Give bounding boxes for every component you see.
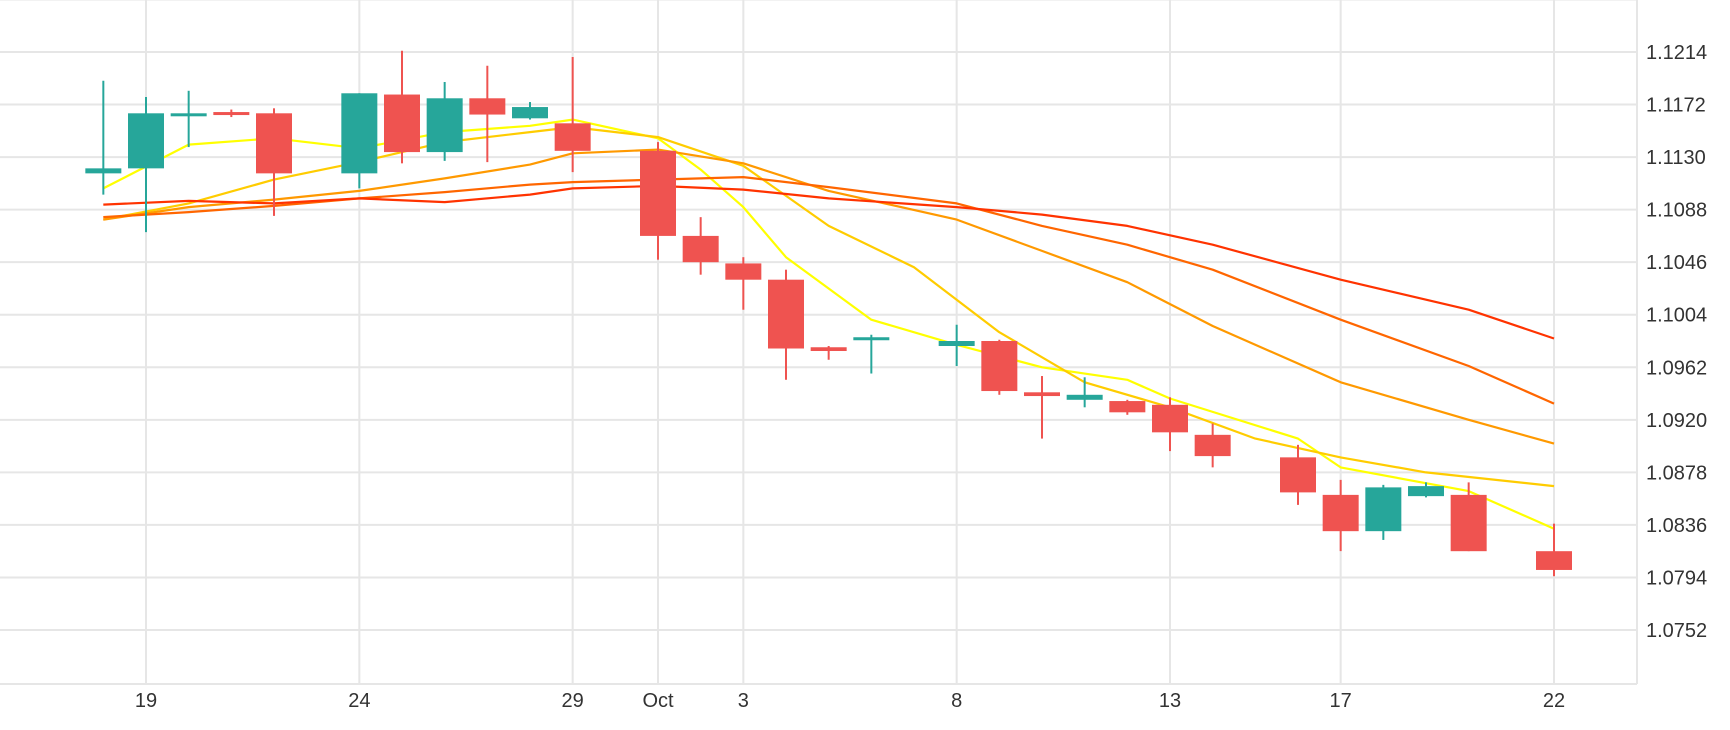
candle-body xyxy=(1109,401,1146,413)
candle-down xyxy=(640,142,676,260)
candle-body xyxy=(938,341,975,347)
candle-down xyxy=(554,57,591,173)
y-tick-label: 1.1088 xyxy=(1646,200,1707,222)
candle-body xyxy=(981,341,1018,392)
candle-down xyxy=(1536,523,1572,577)
candle-body xyxy=(1450,494,1487,552)
candle-body xyxy=(1365,487,1402,532)
candle-down xyxy=(256,108,292,216)
x-tick-label: 22 xyxy=(1543,690,1565,712)
candle-body xyxy=(725,263,762,280)
x-tick-label: 24 xyxy=(348,690,370,712)
candle-body xyxy=(384,94,420,153)
candle-down xyxy=(682,217,719,275)
candle-body xyxy=(768,279,804,349)
candle-layer xyxy=(85,50,1572,577)
y-tick-label: 1.0962 xyxy=(1646,357,1707,379)
candle-down xyxy=(768,269,804,380)
y-tick-label: 1.1046 xyxy=(1646,252,1707,274)
moving-average-line xyxy=(103,148,1555,445)
candle-body xyxy=(85,168,122,174)
y-tick-label: 1.0836 xyxy=(1646,515,1707,537)
x-tick-label: 19 xyxy=(135,690,157,712)
x-tick-label: 3 xyxy=(738,690,749,712)
candle-body xyxy=(682,235,719,263)
moving-average-line xyxy=(103,176,1555,405)
candle-body xyxy=(469,98,506,115)
candle-body xyxy=(1024,392,1060,397)
candle-up xyxy=(1408,482,1444,498)
y-tick-label: 1.0878 xyxy=(1646,462,1707,484)
moving-average-line xyxy=(102,118,1555,530)
candle-body xyxy=(853,337,890,341)
candle-body xyxy=(810,347,847,352)
y-tick-label: 1.0794 xyxy=(1646,567,1707,589)
candle-down xyxy=(981,339,1018,395)
candle-up xyxy=(512,102,548,120)
candle-up xyxy=(426,82,463,161)
candle-up xyxy=(85,80,122,195)
moving-average-line xyxy=(103,126,1555,488)
x-tick-label: 29 xyxy=(562,690,584,712)
candle-down xyxy=(1109,399,1146,415)
candle-body xyxy=(554,123,591,151)
candle-down xyxy=(1024,376,1060,439)
candle-body xyxy=(256,113,292,174)
candle-up xyxy=(1066,377,1103,408)
axis-layer: 1.1214 1.1172 1.1130 1.1088 1.1046 1.1004 1.09… xyxy=(135,42,1707,712)
y-tick-label: 1.0752 xyxy=(1646,620,1707,642)
candle-up xyxy=(1365,484,1402,540)
candle-down xyxy=(213,109,250,118)
candle-body xyxy=(1536,551,1572,570)
moving-average-line xyxy=(103,184,1555,340)
candle-down xyxy=(469,65,506,163)
grid-layer xyxy=(0,0,1638,685)
candle-down xyxy=(1280,444,1316,505)
candle-down xyxy=(1322,479,1359,552)
candle-up xyxy=(128,97,164,233)
candle-body xyxy=(1408,486,1444,497)
candle-down xyxy=(725,257,762,310)
y-tick-label: 1.1172 xyxy=(1646,95,1706,117)
candle-body xyxy=(213,112,250,116)
x-tick-label: 13 xyxy=(1159,690,1181,712)
candle-body xyxy=(1066,394,1103,400)
candle-body xyxy=(341,93,378,174)
y-tick-label: 1.0920 xyxy=(1646,410,1707,432)
candle-up xyxy=(170,90,207,148)
x-tick-label: 8 xyxy=(951,690,962,712)
moving-average-layer xyxy=(102,118,1555,530)
candle-body xyxy=(512,107,548,119)
y-tick-label: 1.1130 xyxy=(1646,147,1706,169)
candle-body xyxy=(640,150,676,236)
candle-up xyxy=(853,334,890,374)
candle-down xyxy=(384,50,420,164)
x-tick-label: 17 xyxy=(1330,690,1352,712)
candle-body xyxy=(128,113,164,169)
candle-down xyxy=(810,346,847,360)
y-tick-label: 1.1214 xyxy=(1646,42,1707,64)
candle-body xyxy=(1280,457,1316,493)
candle-body xyxy=(1152,404,1188,433)
candle-body xyxy=(1322,494,1359,532)
y-tick-label: 1.1004 xyxy=(1646,305,1707,327)
candle-body xyxy=(426,98,463,153)
candle-body xyxy=(1194,434,1231,457)
candle-down xyxy=(1152,397,1188,452)
candle-down xyxy=(1194,423,1231,468)
candle-body xyxy=(170,113,207,117)
x-tick-label: Oct xyxy=(642,690,674,712)
candle-up xyxy=(341,93,378,189)
candle-down xyxy=(1450,482,1487,552)
candle-up xyxy=(938,324,975,367)
